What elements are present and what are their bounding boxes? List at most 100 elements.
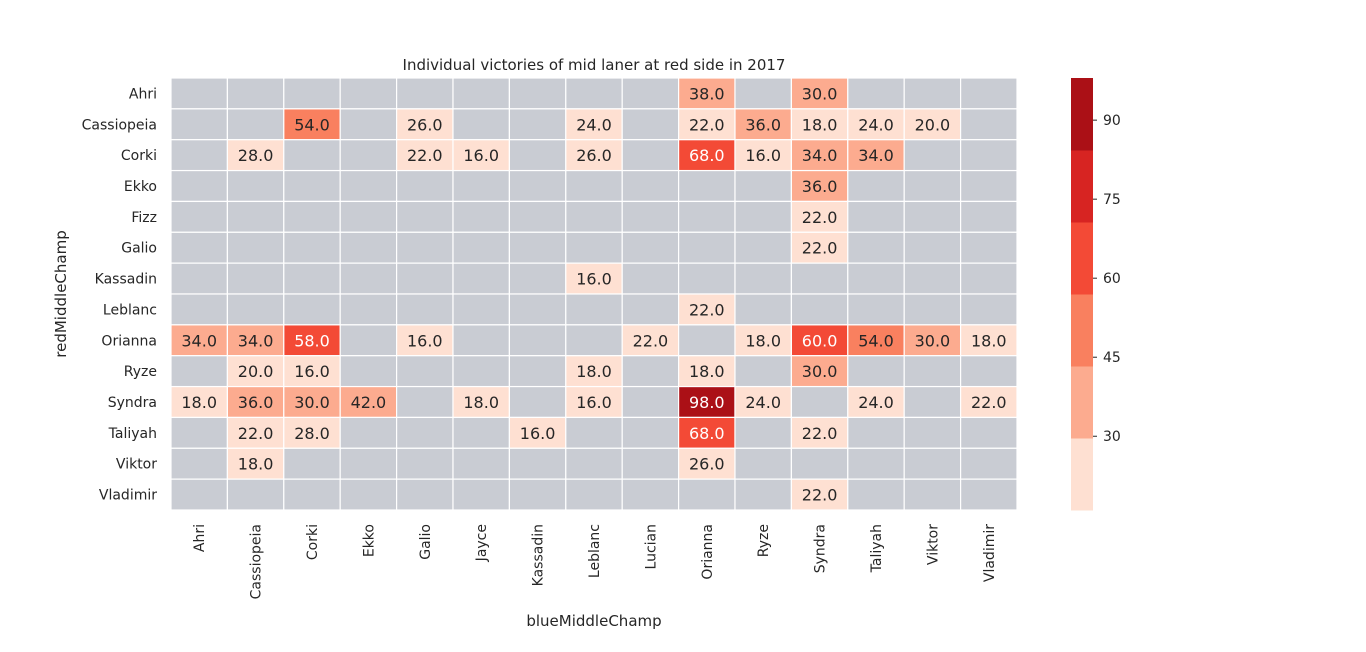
heatmap-cell-cassiopeia-kassadin [508, 108, 567, 141]
heatmap-cell-fizz-leblanc [565, 200, 623, 233]
heatmap-cell-vladimir-taliyah [847, 478, 905, 511]
heatmap-cell-fizz-syndra [790, 200, 849, 233]
cell-value-label: 34.0 [858, 146, 894, 165]
cell-value-label: 18.0 [463, 393, 499, 412]
heatmap-cell-ekko-galio [396, 169, 454, 203]
x-tick-label: Vladimir [982, 524, 998, 582]
cell-value-label: 22.0 [689, 300, 725, 319]
colorbar-segment [1071, 78, 1093, 151]
heatmap-cell-viktor-ryze [734, 447, 793, 480]
colorbar-segment [1071, 294, 1093, 367]
heatmap-cell-leblanc-ekko [339, 293, 398, 326]
heatmap-cell-ahri-cassiopeia [226, 77, 285, 110]
heatmap-cell-vladimir-ahri [170, 478, 229, 511]
heatmap-cell-ekko-vladimir [959, 169, 1018, 203]
heatmap-cell-vladimir-ekko [339, 478, 398, 511]
heatmap-cell-syndra-ekko [339, 385, 398, 419]
y-tick-label: Corki [121, 148, 157, 164]
x-tick-label: Syndra [813, 524, 829, 573]
cell-value-label: 24.0 [576, 115, 612, 134]
heatmap-cell-kassadin-galio [396, 262, 454, 295]
x-axis-label: blueMiddleChamp [526, 612, 661, 630]
heatmap-cell-ahri-orianna [677, 77, 736, 110]
heatmap-cell-cassiopeia-ahri [170, 108, 229, 141]
heatmap-cell-taliyah-jayce [452, 416, 511, 449]
heatmap-cell-syndra-kassadin [508, 385, 567, 419]
cell-value-label: 16.0 [294, 362, 330, 381]
heatmap-cell-kassadin-kassadin [508, 262, 567, 295]
heatmap-cell-corki-corki [283, 139, 341, 172]
chart-title: Individual victories of mid laner at red… [403, 56, 786, 74]
heatmap-cell-ekko-lucian [621, 169, 680, 203]
heatmap-cell-taliyah-ekko [339, 416, 398, 449]
heatmap-cell-fizz-corki [283, 200, 341, 233]
heatmap-cell-orianna-ryze [734, 324, 793, 357]
cell-value-label: 36.0 [745, 115, 781, 134]
heatmap-cell-corki-ahri [170, 139, 229, 172]
heatmap-cell-ryze-jayce [452, 355, 511, 388]
heatmap-cell-ekko-viktor [903, 169, 962, 203]
colorbar-segment [1071, 150, 1093, 223]
cell-value-label: 18.0 [971, 331, 1007, 350]
cell-value-label: 26.0 [407, 115, 443, 134]
cell-value-label: 24.0 [745, 393, 781, 412]
cell-value-label: 98.0 [689, 393, 725, 412]
cell-value-label: 34.0 [802, 146, 838, 165]
heatmap-cell-viktor-kassadin [508, 447, 567, 480]
y-tick-label: Vladimir [99, 488, 157, 504]
cell-value-label: 60.0 [802, 331, 838, 350]
heatmap-cell-galio-leblanc [565, 231, 623, 264]
heatmap-cell-taliyah-corki [283, 416, 341, 449]
heatmap-cell-fizz-ahri [170, 200, 229, 233]
cell-value-label: 22.0 [238, 424, 274, 443]
heatmap-cell-vladimir-vladimir [959, 478, 1018, 511]
heatmap-cell-ahri-vladimir [959, 77, 1018, 110]
heatmap-cell-syndra-viktor [903, 385, 962, 419]
cell-value-label: 22.0 [802, 486, 838, 505]
heatmap-cell-viktor-viktor [903, 447, 962, 480]
x-tick-label: Ekko [361, 524, 377, 557]
heatmap-cell-galio-corki [283, 231, 341, 264]
heatmap-cell-taliyah-ryze [734, 416, 793, 449]
heatmap-cell-leblanc-leblanc [565, 293, 623, 326]
colorbar-tick-label: 60 [1103, 271, 1121, 287]
heatmap-cell-ahri-corki [283, 77, 341, 110]
cell-value-label: 26.0 [576, 146, 612, 165]
heatmap-cell-orianna-orianna [677, 324, 736, 357]
heatmap-cell-leblanc-viktor [903, 293, 962, 326]
x-tick-label: Viktor [925, 524, 941, 565]
x-tick-label: Orianna [700, 524, 716, 580]
heatmap-cell-leblanc-taliyah [847, 293, 905, 326]
x-tick-label: Corki [305, 524, 321, 560]
heatmap-cell-leblanc-syndra [790, 293, 849, 326]
heatmap-cell-viktor-galio [396, 447, 454, 480]
heatmap-cell-galio-viktor [903, 231, 962, 264]
heatmap-cell-kassadin-jayce [452, 262, 511, 295]
y-tick-label: Cassiopeia [82, 117, 157, 133]
heatmap-cell-orianna-leblanc [565, 324, 623, 357]
heatmap-cell-ryze-ahri [170, 355, 229, 388]
cell-value-label: 24.0 [858, 115, 894, 134]
heatmap-cell-ahri-galio [396, 77, 454, 110]
heatmap-cell-ahri-lucian [621, 77, 680, 110]
x-tick-label: Taliyah [869, 524, 885, 573]
heatmap-cell-taliyah-vladimir [959, 416, 1018, 449]
heatmap-cell-cassiopeia-ekko [339, 108, 398, 141]
cell-value-label: 22.0 [689, 115, 725, 134]
cell-value-label: 18.0 [576, 362, 612, 381]
y-axis-label: redMiddleChamp [52, 230, 70, 357]
heatmap-cell-ekko-ryze [734, 169, 793, 203]
heatmap-cell-ahri-viktor [903, 77, 962, 110]
heatmap-cell-fizz-cassiopeia [226, 200, 285, 233]
heatmap-cell-galio-taliyah [847, 231, 905, 264]
cell-value-label: 22.0 [971, 393, 1007, 412]
heatmap-cell-cassiopeia-jayce [452, 108, 511, 141]
cell-value-label: 28.0 [238, 146, 274, 165]
cell-value-label: 34.0 [181, 331, 217, 350]
cell-value-label: 20.0 [915, 115, 951, 134]
heatmap-cell-galio-ekko [339, 231, 398, 264]
colorbar-tick-label: 75 [1103, 192, 1121, 208]
cell-value-label: 68.0 [689, 424, 725, 443]
cell-value-label: 38.0 [689, 84, 725, 103]
